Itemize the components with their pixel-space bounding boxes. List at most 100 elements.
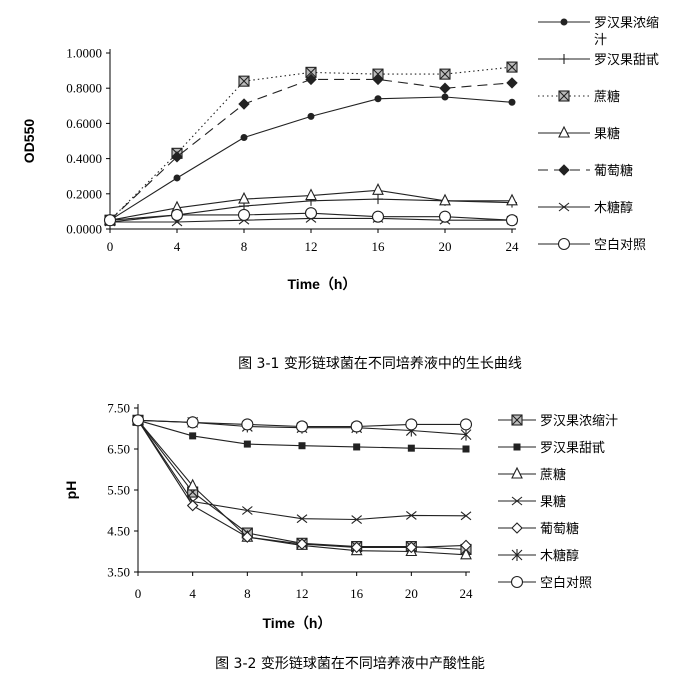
acid-x-tick-label: 24 [460,586,474,601]
growth-data-point [305,188,317,201]
growth-data-point [506,77,518,89]
acid-data-point [131,414,145,427]
growth-data-point [505,214,519,227]
acid-data-point [298,442,306,450]
growth-x-tick-label: 8 [241,239,248,254]
growth-x-tick-label: 20 [439,239,452,254]
growth-data-point [304,207,318,220]
acid-data-point [462,445,470,453]
growth-data-point [439,82,451,94]
growth-y-tick-label: 0.6000 [66,116,102,131]
growth-data-point [305,73,317,86]
growth-legend-label: 罗汉果浓缩汁 [594,15,659,48]
growth-data-point [508,98,516,106]
growth-x-tick-label: 24 [506,239,520,254]
acid-data-point [186,416,199,429]
growth-data-point [441,93,449,101]
growth-data-point [506,193,518,206]
acid-data-point [241,506,253,515]
acid-data-point [186,478,199,491]
acid-y-axis-title: pH [63,481,79,500]
acid-legend-marker [511,522,523,534]
acid-x-tick-label: 16 [350,586,364,601]
growth-legend-marker [559,54,569,64]
acid-data-point [405,418,418,431]
acid-x-axis-title: Time（h） [263,615,332,631]
growth-series-6 [103,207,519,227]
acid-data-point [353,443,361,451]
growth-legend-marker [560,18,568,26]
acid-y-tick-label: 4.50 [107,524,130,539]
acid-series-line [137,419,467,521]
acid-x-tick-label: 0 [135,586,142,601]
acid-series-6 [131,414,473,433]
growth-legend-marker [558,90,570,102]
growth-data-point [439,68,451,80]
acid-series-line [137,419,467,551]
acid-series-line [137,420,467,548]
growth-legend-marker [558,164,570,176]
growth-data-point [371,210,385,223]
acid-data-point [189,432,197,440]
acid-legend-label: 空白对照 [540,575,592,591]
acid-data-point [350,420,363,433]
growth-y-tick-label: 0.8000 [66,81,102,96]
growth-x-tick-label: 16 [372,239,386,254]
growth-legend-label: 葡萄糖 [594,163,633,179]
growth-x-tick-label: 0 [107,239,114,254]
growth-data-point [439,193,451,206]
growth-x-tick-label: 4 [174,239,181,254]
growth-y-tick-label: 0.4000 [66,151,102,166]
growth-data-point [170,208,184,221]
acid-production-chart: 3.50 4.50 5.50 6.50 7.50 0 4 8 12 16 20 24 Time（h） pH… [63,401,618,673]
growth-data-point [240,133,248,141]
acid-legend-marker [511,466,523,479]
growth-legend-label: 罗汉果甜甙 [594,52,659,68]
acid-legend-marker [513,443,521,451]
acid-legend-label: 罗汉果甜甙 [540,440,605,456]
growth-legend-label: 木糖醇 [594,200,633,216]
acid-y-tick-label: 7.50 [107,401,130,416]
acid-legend-label: 木糖醇 [540,548,579,564]
growth-data-point [438,210,452,223]
growth-caption: 图 3-1 变形链球菌在不同培养液中的生长曲线 [238,356,522,372]
acid-data-point [407,444,415,452]
acid-legend-label: 葡萄糖 [540,521,579,537]
growth-curve-chart: 0.0000 0.2000 0.4000 0.6000 0.8000 1.0000 0 4 8 1… [21,15,659,372]
growth-legend-marker [558,202,570,212]
acid-x-tick-label: 12 [296,586,309,601]
acid-data-point [405,541,418,554]
acid-data-point [460,547,472,560]
growth-data-point [372,183,384,195]
growth-data-point [238,191,250,204]
acid-legend-marker [511,414,523,426]
acid-data-point [460,539,472,552]
acid-legend-marker [511,549,523,561]
growth-legend-marker [557,237,571,251]
acid-data-point [459,418,473,431]
acid-x-tick-label: 8 [244,586,251,601]
acid-data-point [351,515,363,524]
growth-legend-label: 果糖 [594,126,620,142]
growth-legend-marker [558,125,570,138]
acid-data-point [243,440,251,448]
growth-data-point [238,75,250,87]
growth-x-axis-title: Time（h） [288,276,357,292]
acid-legend-label: 果糖 [540,494,566,510]
growth-data-point [372,73,384,86]
acid-x-tick-label: 20 [405,586,418,601]
acid-series-1 [134,416,470,453]
acid-y-tick-label: 5.50 [107,483,130,498]
acid-data-point [241,531,254,543]
growth-data-point [103,214,117,227]
acid-legend-label: 罗汉果浓缩汁 [540,413,618,429]
growth-data-point [307,112,315,120]
growth-data-point [238,98,250,110]
growth-data-point [506,61,518,73]
growth-y-tick-label: 1.0000 [66,46,102,61]
acid-x-tick-label: 4 [189,586,196,601]
acid-data-point [186,499,199,512]
